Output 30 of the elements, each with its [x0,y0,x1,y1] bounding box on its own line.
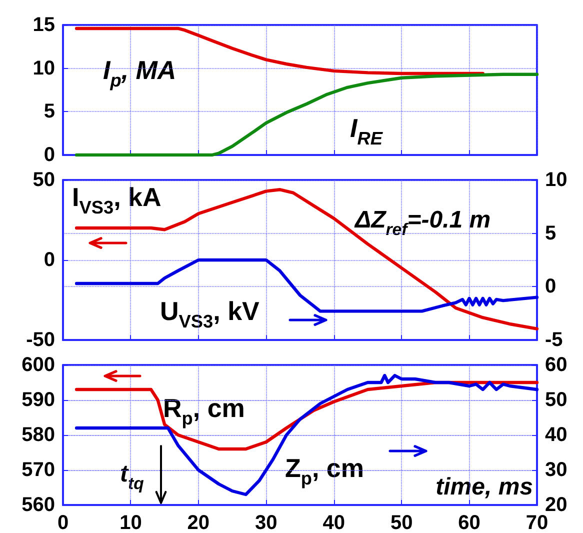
y-tick-label: 580 [22,424,55,446]
y2-tick-label: 40 [545,424,568,446]
x-tick-label: 50 [390,512,413,533]
y-tick-label: 0 [44,249,55,271]
x-tick-label: 30 [255,512,278,533]
y-tick-label: 15 [32,14,55,36]
y-tick-label: 0 [44,144,55,166]
y-tick-label: 590 [22,389,55,411]
y2-tick-label: -5 [545,329,563,351]
line-series [74,374,539,496]
y-tick-label: 570 [22,459,55,481]
x-tick-label: 40 [322,512,345,533]
y-tick-label: 560 [22,494,55,516]
y-tick-label: 600 [22,354,55,376]
y2-tick-label: 5 [545,222,556,244]
x-tick-label: 20 [187,512,210,533]
x-axis-title: time, ms [436,474,534,500]
y-tick-label: 10 [32,57,55,80]
line-series [74,188,539,330]
y2-tick-label: 0 [545,276,556,298]
x-tick-label: 60 [458,512,480,533]
y-tick-label: 5 [44,100,55,123]
y2-tick-label: 50 [545,389,568,411]
x-tick-label: 10 [120,512,142,533]
x-tick-label: 0 [57,512,69,533]
y2-tick-label: 60 [545,354,568,376]
y2-tick-label: 30 [545,459,568,481]
y2-tick-label: 10 [545,169,568,191]
y-tick-label: -50 [26,329,55,351]
y-tick-label: 50 [32,169,55,191]
